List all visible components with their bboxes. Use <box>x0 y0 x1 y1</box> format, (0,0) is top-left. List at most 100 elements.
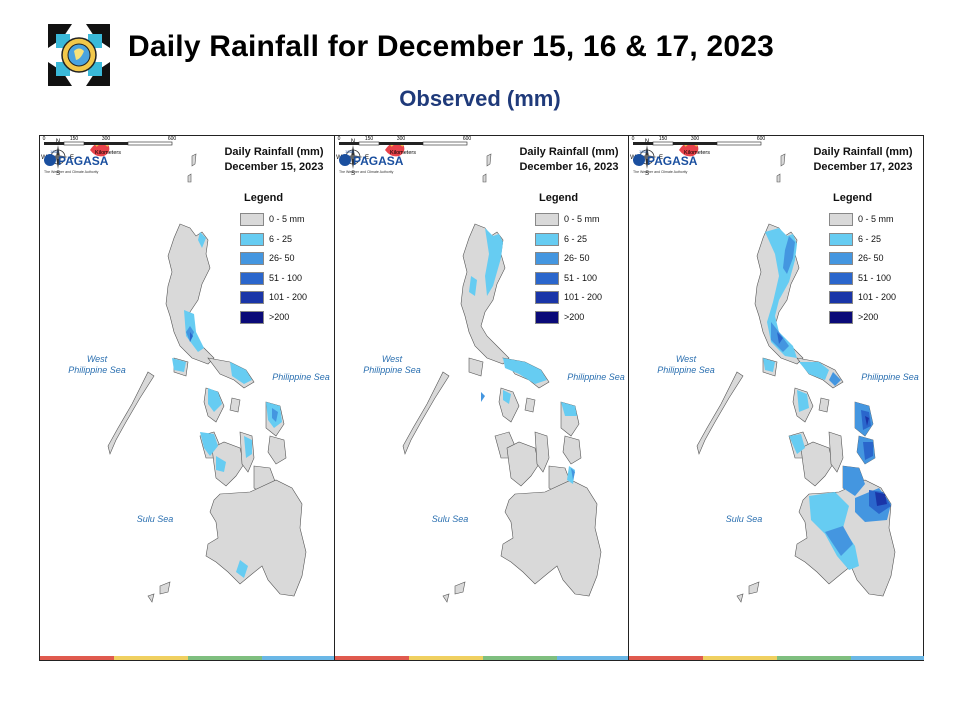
pagasa-tagline: The Weather and Climate Authority <box>339 170 394 174</box>
panel-date: December 15, 2023 <box>224 161 324 173</box>
compass-s: S <box>351 171 355 176</box>
scale-bar: 0 150 300 600 Kilometers <box>43 136 176 156</box>
legend-label: 6 - 25 <box>858 234 882 244</box>
scale-tick: 600 <box>757 136 765 142</box>
compass-e: E <box>70 155 74 161</box>
compass-s: S <box>56 171 60 176</box>
scale-tick: 150 <box>659 136 668 142</box>
color-stripe <box>777 656 851 660</box>
legend-swatch <box>829 272 853 285</box>
legend-label: 51 - 100 <box>269 273 303 283</box>
color-stripe <box>851 656 924 660</box>
rain-101-200 <box>865 416 887 506</box>
color-stripe <box>114 656 188 660</box>
pagasa-tagline: The Weather and Climate Authority <box>633 170 688 174</box>
legend-swatch <box>240 272 264 285</box>
legend-swatch <box>240 252 264 265</box>
compass-s: S <box>645 171 649 176</box>
pagasa-logo-icon: PAGASA The Weather and Climate Authority… <box>339 142 405 174</box>
legend-swatch <box>829 233 853 246</box>
pagasa-years: 1865 <box>50 149 60 154</box>
panel-title-label: Daily Rainfall (mm) <box>224 146 324 158</box>
color-stripe <box>557 656 629 660</box>
legend-swatch <box>240 291 264 304</box>
rain-26-50 <box>481 392 575 480</box>
legend-label: >200 <box>564 312 585 322</box>
scale-unit: Kilometers <box>95 150 121 156</box>
legend-swatch <box>240 213 264 226</box>
scale-unit: Kilometers <box>390 150 416 156</box>
pagasa-wordmark: PAGASA <box>58 154 109 168</box>
philippines-map <box>696 153 896 603</box>
map-panels: Daily Rainfall (mm) December 15, 2023 N … <box>39 135 924 661</box>
page-subtitle: Observed (mm) <box>399 86 561 111</box>
legend-label: 0 - 5 mm <box>269 214 305 224</box>
scale-bar: 0 150 300 600 Kilometers <box>632 136 765 156</box>
legend-swatch <box>240 311 264 324</box>
map-panel-dec-15: Daily Rainfall (mm) December 15, 2023 N … <box>40 136 334 660</box>
legend-label: 51 - 100 <box>564 273 598 283</box>
legend-label: 6 - 25 <box>564 234 588 244</box>
pagasa-wordmark: PAGASA <box>353 154 404 168</box>
sea-label-east: Philippine Sea <box>272 372 330 382</box>
legend-swatch <box>535 252 559 265</box>
philippines-map <box>402 153 602 603</box>
sea-label-sulu: Sulu Sea <box>136 514 174 524</box>
sea-label-sulu: Sulu Sea <box>725 514 763 524</box>
rain-6-25 <box>469 228 577 484</box>
map-panel-dec-16: Daily Rainfall (mm) December 16, 2023 N … <box>334 136 629 660</box>
panel-title: Daily Rainfall (mm) December 15, 2023 <box>218 145 330 175</box>
pagasa-tagline: The Weather and Climate Authority <box>44 170 99 174</box>
color-stripe <box>188 656 262 660</box>
legend-swatch <box>829 213 853 226</box>
legend-title: Legend <box>833 192 873 204</box>
legend-label: >200 <box>858 312 879 322</box>
legend-label: 0 - 5 mm <box>564 214 600 224</box>
color-stripe <box>483 656 557 660</box>
compass-w: W <box>630 155 636 161</box>
legend-swatch <box>535 233 559 246</box>
compass-w: W <box>41 155 47 161</box>
color-stripe <box>262 656 334 660</box>
legend-swatch <box>829 252 853 265</box>
sea-label-east: Philippine Sea <box>567 372 625 382</box>
legend-label: 0 - 5 mm <box>858 214 894 224</box>
legend-label: 101 - 200 <box>269 292 308 302</box>
scale-bar: 0 150 300 600 Kilometers <box>338 136 471 156</box>
legend-label: 26- 50 <box>858 253 884 263</box>
legend-label: 101 - 200 <box>564 292 603 302</box>
legend-label: 51 - 100 <box>858 273 892 283</box>
scale-unit: Kilometers <box>684 150 710 156</box>
legend-swatch <box>829 311 853 324</box>
page-title: Daily Rainfall for December 15, 16 & 17,… <box>128 30 774 63</box>
legend-label: >200 <box>269 312 290 322</box>
panel-date: December 17, 2023 <box>813 161 913 173</box>
pagasa-logo-icon: PAGASA The Weather and Climate Authority… <box>633 142 699 174</box>
legend-label: 6 - 25 <box>269 234 293 244</box>
panel-date: December 16, 2023 <box>519 161 619 173</box>
scale-tick: 150 <box>70 136 79 142</box>
pagasa-years: 1865 <box>345 149 355 154</box>
compass-e: E <box>365 155 369 161</box>
scale-tick: 300 <box>397 136 406 142</box>
compass-e: E <box>659 155 663 161</box>
panel-title: Daily Rainfall (mm) December 16, 2023 <box>513 145 625 175</box>
legend-swatch <box>535 213 559 226</box>
sea-label-sulu: Sulu Sea <box>431 514 469 524</box>
legend-title: Legend <box>539 192 579 204</box>
scale-tick: 300 <box>102 136 111 142</box>
legend-swatch <box>535 311 559 324</box>
pagasa-logo-icon: PAGASA The Weather and Climate Authority… <box>44 142 110 174</box>
color-stripe <box>409 656 483 660</box>
philippines-map <box>107 153 307 603</box>
scale-tick: 0 <box>632 136 635 142</box>
legend-swatch <box>535 272 559 285</box>
panel-title: Daily Rainfall (mm) December 17, 2023 <box>807 145 919 175</box>
color-stripe <box>40 656 114 660</box>
compass-w: W <box>336 155 342 161</box>
legend-label: 101 - 200 <box>858 292 897 302</box>
panel-title-label: Daily Rainfall (mm) <box>813 146 913 158</box>
scale-tick: 0 <box>43 136 46 142</box>
legend-label: 26- 50 <box>564 253 590 263</box>
legend-label: 26- 50 <box>269 253 295 263</box>
